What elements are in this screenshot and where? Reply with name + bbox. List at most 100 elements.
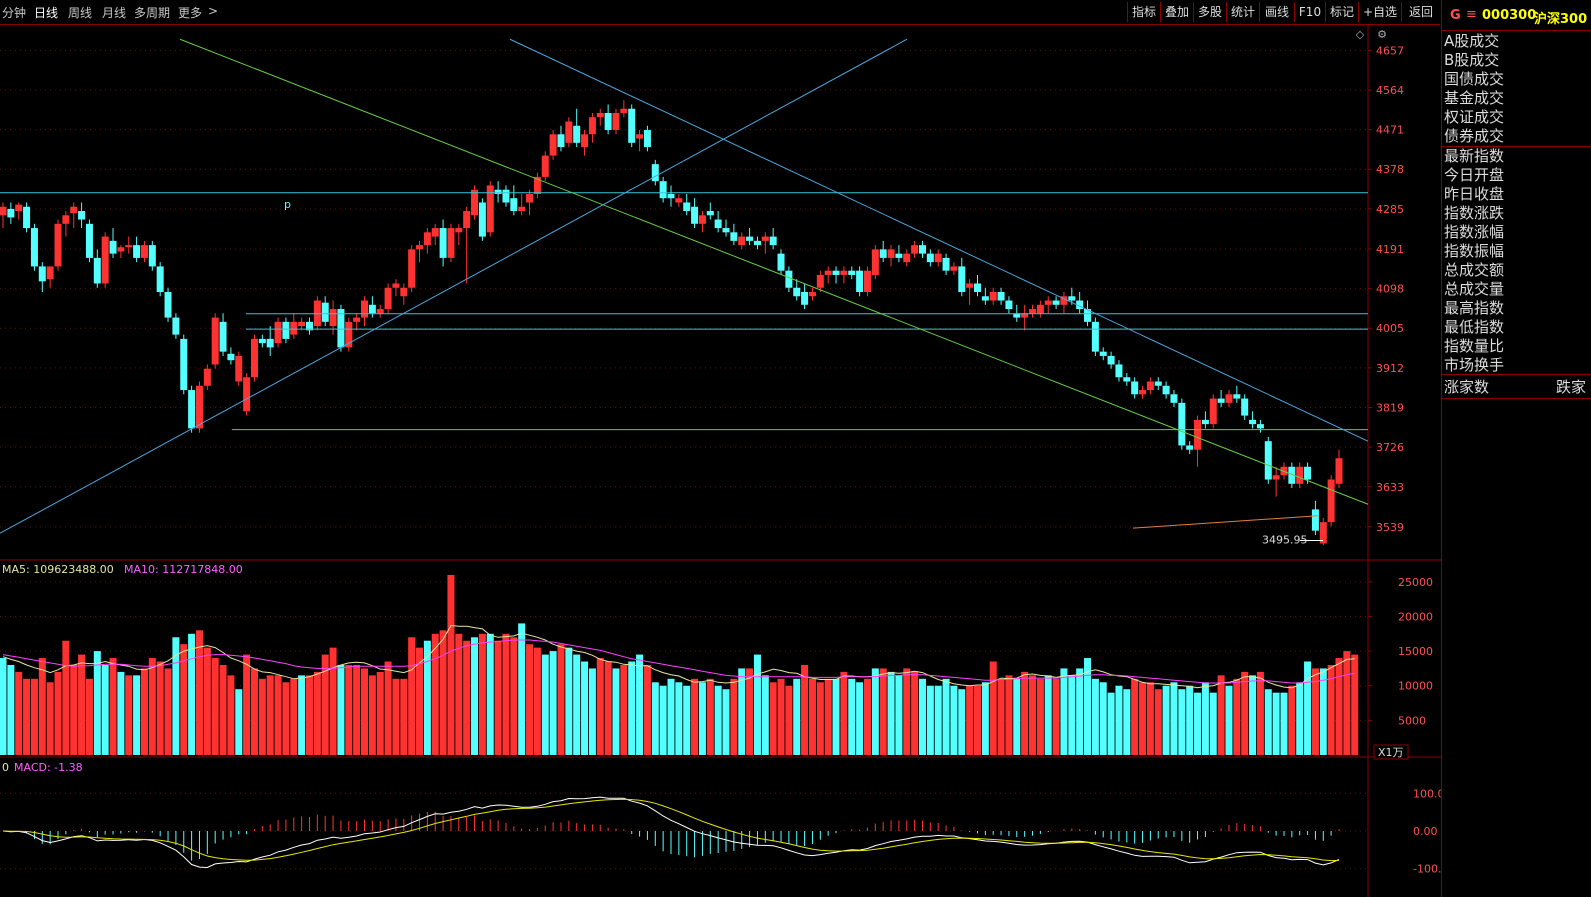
tab-minute[interactable]: 分钟 [2, 6, 27, 20]
volume-axis-label: 25000 [1398, 576, 1433, 589]
candle-body [1123, 377, 1131, 382]
price-axis-label: 4471 [1376, 124, 1404, 137]
candle-body [211, 317, 219, 365]
volume-unit-label: X1万 [1378, 746, 1404, 759]
candle-body [1319, 522, 1327, 544]
macd-axis-label: -100.0 [1413, 863, 1441, 876]
candle-body [117, 247, 125, 252]
volume-bar [643, 664, 651, 755]
mark-button[interactable]: 标记 [1325, 2, 1358, 22]
volume-bar [1115, 685, 1123, 755]
candle-body [581, 134, 589, 148]
volume-bar [1288, 685, 1296, 755]
candle-body [305, 321, 313, 331]
volume-bar [1264, 689, 1272, 755]
tab-monthly[interactable]: 月线 [102, 6, 127, 20]
volume-bar [361, 668, 369, 755]
volume-bar [706, 678, 714, 755]
candle-body [70, 206, 78, 214]
macd-axis-label: 0.00 [1413, 825, 1438, 838]
candle-body [337, 309, 345, 348]
tab-daily[interactable]: 日线 [34, 6, 59, 20]
candle-body [698, 215, 706, 224]
tab-weekly[interactable]: 周线 [68, 6, 93, 20]
quote-field-label: 国债成交 [1444, 70, 1505, 88]
volume-bar [494, 640, 502, 755]
candle-body [1107, 355, 1115, 365]
draw-line-button[interactable]: 画线 [1259, 2, 1294, 22]
quote-field-label: 权证成交 [1444, 108, 1505, 126]
quote-field-label: 指数量比 [1444, 337, 1505, 355]
candle-body [879, 249, 887, 258]
candle-body [85, 223, 93, 258]
candle-body [23, 206, 31, 229]
back-button[interactable]: 返回 [1401, 2, 1440, 22]
volume-bar [691, 678, 699, 755]
quote-field-label: 最高指数 [1444, 299, 1505, 317]
candle-body [400, 287, 408, 297]
volume-bar [761, 675, 769, 755]
volume-bar [793, 678, 801, 755]
volume-bar [15, 671, 23, 755]
volume-bar [887, 671, 895, 755]
multi-stock-button[interactable]: 多股 [1193, 2, 1226, 22]
volume-bar [274, 675, 282, 755]
candle-body [361, 300, 369, 318]
candle-body [518, 206, 526, 212]
volume-bar [628, 661, 636, 755]
volume-bar [298, 675, 306, 755]
candle-body [918, 245, 926, 254]
candle-body [463, 211, 471, 229]
candle-body [1256, 424, 1264, 429]
candle-body [195, 385, 203, 429]
candle-body [1201, 419, 1209, 425]
candle-body [895, 253, 903, 258]
volume-bar [227, 675, 235, 755]
more-arrow-icon[interactable]: > [208, 4, 219, 18]
volume-bar [926, 685, 934, 755]
f10-button[interactable]: F10 [1294, 2, 1325, 22]
divider [1442, 374, 1591, 375]
candle-body [266, 338, 274, 348]
candle-body [250, 338, 258, 378]
volume-bar [966, 685, 974, 755]
candle-body [133, 245, 141, 258]
candle-body [140, 245, 148, 258]
candle-body [1186, 445, 1194, 450]
statistics-button[interactable]: 统计 [1226, 2, 1259, 22]
indicator-button[interactable]: 指标 [1127, 2, 1160, 22]
candle-body [353, 317, 361, 322]
volume-unit-box [1373, 744, 1409, 760]
volume-bar [313, 671, 321, 755]
overlay-button[interactable]: 叠加 [1160, 2, 1193, 22]
candle-body [164, 292, 172, 318]
candle-body [1115, 364, 1123, 378]
volume-bar [0, 658, 7, 755]
add-watchlist-button[interactable]: +自选 [1358, 2, 1401, 22]
volume-bar [38, 658, 46, 755]
candle-body [274, 321, 282, 344]
volume-bar [117, 671, 125, 755]
volume-bar [911, 671, 919, 755]
volume-bar [588, 668, 596, 755]
tab-multi-period[interactable]: 多周期 [134, 6, 171, 20]
volume-bar [195, 630, 203, 755]
volume-bar [581, 661, 589, 755]
candle-body [706, 211, 714, 216]
volume-bar [109, 658, 117, 755]
volume-bar [235, 689, 243, 755]
volume-bar [1123, 689, 1131, 755]
volume-bar [698, 682, 706, 755]
volume-bar [447, 574, 455, 755]
candle-body [722, 228, 730, 233]
candle-body [549, 134, 557, 156]
candle-body [156, 266, 164, 292]
volume-bar [46, 682, 54, 755]
stock-chart[interactable]: 4657 4564 4471 4378 4285 4191 4098 4005 3912 3819… [0, 0, 1441, 897]
tab-more[interactable]: 更多 [178, 6, 203, 20]
candle-body [243, 377, 251, 412]
volume-bar [667, 678, 675, 755]
menu-icon[interactable]: ≡ [1466, 7, 1477, 22]
period-toolbar: 分钟 日线 周线 月线 多周期 更多 > 指标 叠加 多股 统计 画线 F10 … [0, 0, 1440, 25]
volume-bar [478, 633, 486, 755]
